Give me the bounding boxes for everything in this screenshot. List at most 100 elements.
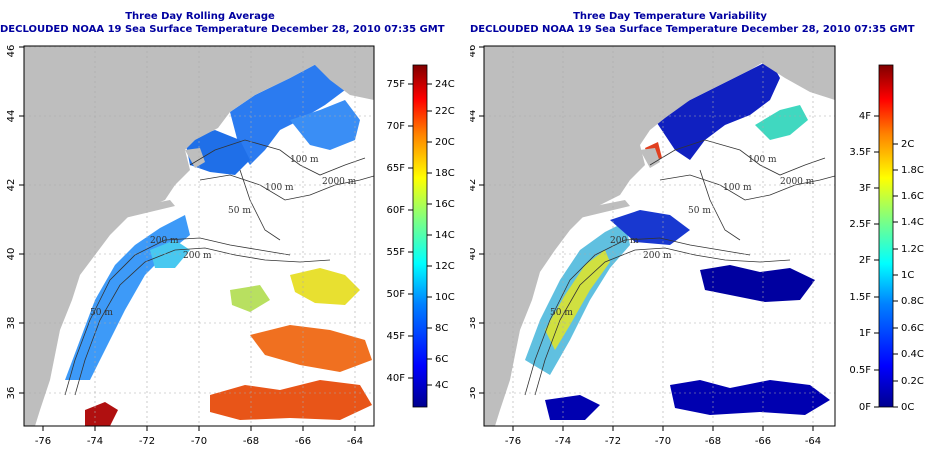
- variability-data-offshore-1: [700, 265, 815, 302]
- y-tick-label: 36: [470, 387, 478, 400]
- land-mass: [24, 46, 345, 426]
- svg-text:100 m: 100 m: [290, 155, 319, 165]
- sst-data-gulf-stream-2: [210, 380, 372, 420]
- x-tick-label: -66: [755, 436, 771, 447]
- x-tick-label: -68: [243, 436, 259, 447]
- sst-colorbar: 75F 70F 65F 60F 55F 50F 45F 40F 24C 22C …: [387, 64, 455, 408]
- x-tick-label: -76: [35, 436, 51, 447]
- graticule: [24, 46, 374, 426]
- svg-text:50 m: 50 m: [228, 206, 251, 216]
- y-tick-label: 46: [6, 45, 17, 58]
- svg-text:50 m: 50 m: [90, 308, 113, 318]
- x-tick-label: -74: [555, 436, 571, 447]
- panel-title: Three Day Rolling Average: [125, 11, 275, 22]
- x-tick-label: -72: [605, 436, 621, 447]
- land-nova-scotia: [300, 46, 374, 100]
- x-tick-label: -72: [139, 436, 155, 447]
- y-tick-label: 44: [470, 110, 478, 123]
- x-tick-label: -74: [87, 436, 103, 447]
- variability-data-mid-atlantic-core: [545, 250, 610, 350]
- svg-text:200 m: 200 m: [150, 236, 179, 246]
- sst-average-map-svg: 100 m 100 m 2000 m 200 m 200 m 50 m 50 m…: [6, 45, 455, 447]
- variability-data-offshore-3: [545, 395, 600, 420]
- x-axis: -76 -74 -72 -70 -68 -66 -64: [505, 426, 821, 447]
- colorbar-fahrenheit-label: 2.5F: [849, 219, 871, 230]
- x-tick-label: -70: [655, 436, 671, 447]
- colorbar-fahrenheit-label: 4F: [859, 111, 871, 122]
- land-long-island: [120, 200, 175, 218]
- colorbar-celsius-label: 0.8C: [901, 296, 924, 307]
- y-tick-label: 36: [6, 387, 17, 400]
- y-tick-label: 44: [6, 110, 17, 123]
- svg-text:200 m: 200 m: [610, 236, 639, 246]
- colorbar-fahrenheit-label: 55F: [387, 247, 406, 258]
- sst-data-warm-eddy: [290, 268, 360, 305]
- y-tick-label: 42: [6, 179, 17, 192]
- x-tick-label: -66: [295, 436, 311, 447]
- panel-title: Three Day Temperature Variability: [573, 11, 767, 22]
- sst-data-scotian-shelf: [290, 100, 360, 150]
- colorbar-celsius-label: 16C: [435, 199, 455, 210]
- colorbar-celsius-label: 8C: [435, 323, 448, 334]
- colorbar-celsius-label: 1C: [901, 270, 914, 281]
- contour-labels: 100 m 100 m 2000 m 200 m 200 m 50 m 50 m: [90, 155, 357, 318]
- colorbar-fahrenheit-label: 0F: [859, 402, 871, 413]
- colorbar-fahrenheit-label: 45F: [387, 331, 406, 342]
- colorbar-fahrenheit-label: 75F: [387, 79, 406, 90]
- colorbar-celsius-label: 18C: [435, 168, 455, 179]
- colorbar-celsius-label: 14C: [435, 230, 455, 241]
- sst-variability-map-svg: 100 m 100 m 2000 m 200 m 200 m 50 m 50 m…: [470, 45, 924, 447]
- colorbar-fahrenheit-label: 60F: [387, 205, 406, 216]
- variability-data-offshore-2: [670, 380, 830, 415]
- colorbar-celsius-label: 0C: [901, 402, 914, 413]
- y-tick-label: 42: [470, 179, 478, 192]
- colorbar-celsius-label: 1.4C: [901, 217, 924, 228]
- colorbar-fahrenheit-label: 3F: [859, 183, 871, 194]
- svg-text:100 m: 100 m: [748, 155, 777, 165]
- colorbar-fahrenheit-label: 50F: [387, 289, 406, 300]
- colorbar-celsius-label: 0.4C: [901, 349, 924, 360]
- colorbar-celsius-label: 1.8C: [901, 165, 924, 176]
- colorbar-celsius-label: 6C: [435, 354, 448, 365]
- colorbar-celsius-label: 24C: [435, 79, 455, 90]
- colorbar-celsius-label: 0.2C: [901, 376, 924, 387]
- svg-text:200 m: 200 m: [183, 251, 212, 261]
- panel-subtitle: DECLOUDED NOAA 19 Sea Surface Temperatur…: [0, 24, 445, 35]
- variability-colorbar: 4F 3.5F 3F 2.5F 2F 1.5F 1F 0.5F 0F 2C 1.…: [849, 64, 924, 413]
- panel-subtitle: DECLOUDED NOAA 19 Sea Surface Temperatur…: [470, 24, 915, 35]
- y-tick-label: 38: [470, 317, 478, 330]
- variability-data-shelf-break: [610, 210, 690, 245]
- colorbar-fahrenheit-label: 1.5F: [849, 292, 871, 303]
- sst-variability-panel: Three Day Temperature Variability DECLOU…: [470, 0, 940, 475]
- y-tick-label: 46: [470, 45, 478, 58]
- colorbar-celsius-label: 2C: [901, 139, 914, 150]
- svg-text:50 m: 50 m: [550, 308, 573, 318]
- variability-data-gulf-of-maine: [655, 60, 780, 160]
- land-long-island: [575, 200, 630, 218]
- colorbar-celsius-label: 0.6C: [901, 323, 924, 334]
- colorbar-celsius-label: 4C: [435, 380, 448, 391]
- graticule: [484, 46, 835, 426]
- colorbar-celsius-label: 1.2C: [901, 244, 924, 255]
- contour-labels: 100 m 100 m 2000 m 200 m 200 m 50 m 50 m: [550, 155, 815, 318]
- sst-average-panel: Three Day Rolling Average DECLOUDED NOAA…: [0, 0, 470, 475]
- sst-data-gulf-of-maine: [230, 55, 350, 165]
- colorbar-celsius-label: 10C: [435, 292, 455, 303]
- svg-text:2000 m: 2000 m: [780, 177, 815, 187]
- x-axis: -76 -74 -72 -70 -68 -66 -64: [35, 426, 363, 447]
- colorbar-fahrenheit-label: 40F: [387, 373, 406, 384]
- svg-text:2000 m: 2000 m: [322, 177, 357, 187]
- colorbar-fahrenheit-label: 1F: [859, 328, 871, 339]
- variability-data-scotian-shelf: [755, 105, 808, 140]
- land-mass: [484, 46, 775, 426]
- y-axis: 36 38 40 42 44 46: [6, 45, 24, 400]
- land-nova-scotia: [735, 46, 835, 100]
- x-tick-label: -70: [191, 436, 207, 447]
- land-cape-cod: [640, 148, 660, 168]
- y-tick-label: 40: [6, 248, 17, 261]
- colorbar-fahrenheit-label: 0.5F: [849, 365, 871, 376]
- colorbar-fahrenheit-label: 65F: [387, 163, 406, 174]
- x-tick-label: -64: [347, 436, 363, 447]
- y-tick-label: 40: [470, 248, 478, 261]
- map-frame: [483, 45, 836, 427]
